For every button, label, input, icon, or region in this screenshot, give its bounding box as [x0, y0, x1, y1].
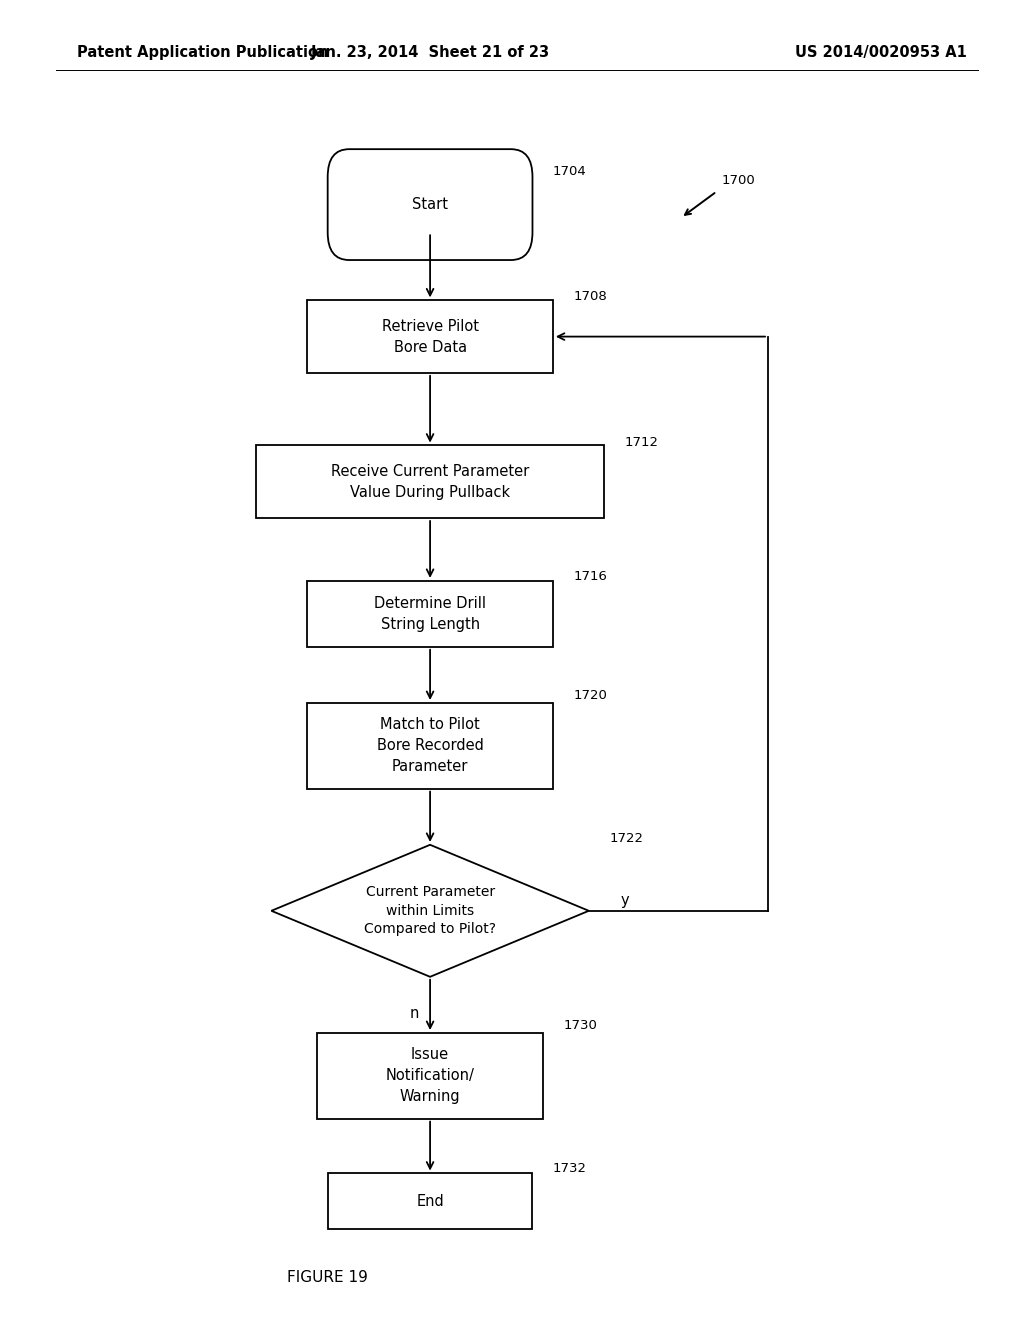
Text: Jan. 23, 2014  Sheet 21 of 23: Jan. 23, 2014 Sheet 21 of 23: [310, 45, 550, 61]
Text: 1730: 1730: [563, 1019, 597, 1032]
Text: 1722: 1722: [609, 832, 643, 845]
Text: Start: Start: [412, 197, 449, 213]
Text: Issue
Notification/
Warning: Issue Notification/ Warning: [386, 1047, 474, 1105]
Bar: [328, 1173, 532, 1229]
Bar: [307, 581, 553, 647]
Bar: [256, 445, 604, 517]
Bar: [317, 1032, 543, 1119]
Bar: [307, 300, 553, 372]
Text: Patent Application Publication: Patent Application Publication: [77, 45, 329, 61]
Text: 1732: 1732: [553, 1162, 587, 1175]
Text: 1700: 1700: [722, 174, 756, 187]
Text: 1704: 1704: [553, 165, 587, 178]
Text: Match to Pilot
Bore Recorded
Parameter: Match to Pilot Bore Recorded Parameter: [377, 717, 483, 775]
Text: 1716: 1716: [573, 570, 607, 583]
Text: Retrieve Pilot
Bore Data: Retrieve Pilot Bore Data: [382, 318, 478, 355]
Text: 1720: 1720: [573, 689, 607, 702]
Text: Current Parameter
within Limits
Compared to Pilot?: Current Parameter within Limits Compared…: [365, 886, 496, 936]
Text: End: End: [416, 1193, 444, 1209]
Bar: [307, 704, 553, 789]
FancyBboxPatch shape: [328, 149, 532, 260]
Text: US 2014/0020953 A1: US 2014/0020953 A1: [795, 45, 967, 61]
Text: FIGURE 19: FIGURE 19: [288, 1270, 368, 1286]
Polygon shape: [271, 845, 589, 977]
Text: y: y: [621, 892, 629, 908]
Text: 1708: 1708: [573, 290, 607, 304]
Text: Receive Current Parameter
Value During Pullback: Receive Current Parameter Value During P…: [331, 463, 529, 500]
Text: Determine Drill
String Length: Determine Drill String Length: [374, 595, 486, 632]
Text: n: n: [410, 1006, 420, 1022]
Text: 1712: 1712: [625, 436, 658, 449]
